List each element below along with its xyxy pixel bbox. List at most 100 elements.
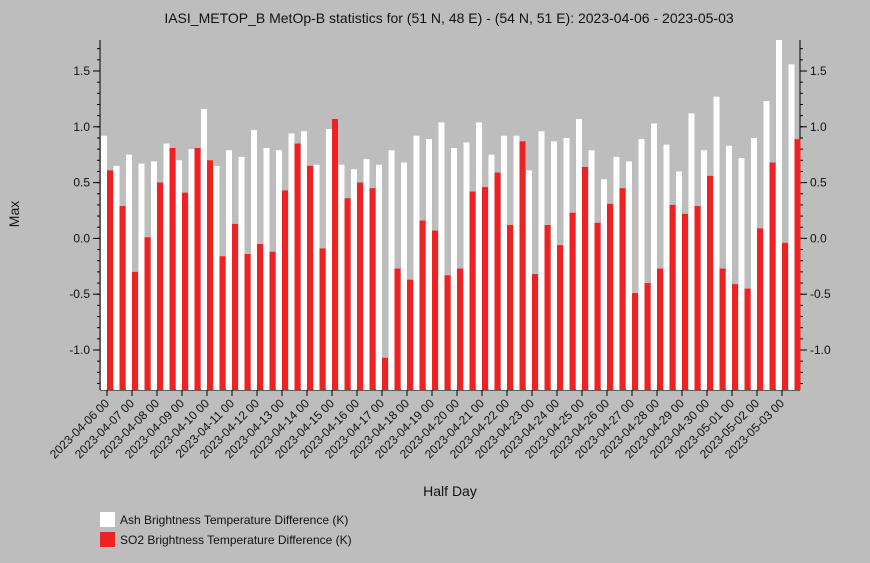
so2-bar <box>294 143 301 390</box>
so2-bar <box>694 206 701 390</box>
so2-bar <box>207 160 213 390</box>
ash-bar <box>301 131 307 390</box>
y-axis-label: Max <box>6 201 22 227</box>
ash-bar <box>476 122 482 390</box>
x-axis-label: Half Day <box>423 483 477 499</box>
y-tick-label-right: -0.5 <box>810 287 831 301</box>
y-tick-label-left: 1.5 <box>73 64 90 78</box>
ash-bar <box>401 162 407 390</box>
ash-bar <box>751 137 757 390</box>
ash-bar <box>326 129 332 391</box>
plot-area: 1.5 1.5 1.0 1.0 0.5 0.5 0.0 0.0 -0.5 -0.5 -1.0 -1.0… <box>47 40 831 461</box>
ash-bar <box>163 143 170 390</box>
so2-bar <box>657 268 663 390</box>
so2-bar <box>444 275 451 390</box>
so2-bar <box>582 166 588 390</box>
so2-bar <box>494 172 501 390</box>
so2-bar <box>219 256 226 390</box>
ash-bar <box>176 160 182 390</box>
y-tick-label-right: -1.0 <box>810 343 831 357</box>
so2-bar <box>182 192 188 390</box>
ash-bar <box>601 179 607 390</box>
ash-bar <box>788 64 795 390</box>
ash-bar <box>376 164 382 390</box>
ash-bar <box>351 169 357 390</box>
so2-bar <box>782 242 788 390</box>
ash-bar <box>576 118 582 390</box>
y-tick-label-left: 0.5 <box>73 176 90 190</box>
y-tick-label-left: 1.0 <box>73 120 90 134</box>
so2-bar <box>407 279 413 390</box>
so2-bar <box>619 188 626 390</box>
ash-bar <box>738 158 745 390</box>
legend-label-so2: SO2 Brightness Temperature Difference (K… <box>120 532 352 547</box>
so2-bar <box>132 271 138 390</box>
so2-bar <box>682 213 688 390</box>
y-tick-label-left: -1.0 <box>69 343 90 357</box>
so2-bar <box>507 225 513 390</box>
ash-bar <box>701 150 707 390</box>
so2-bar <box>594 222 601 390</box>
ash-bar <box>763 101 770 390</box>
so2-bar <box>282 190 288 390</box>
ash-bar <box>413 135 420 390</box>
so2-bar <box>357 182 363 390</box>
ash-bar <box>338 164 345 390</box>
so2-bar <box>107 170 113 390</box>
ash-bar <box>151 161 157 390</box>
ash-bar <box>113 165 120 390</box>
so2-bar <box>257 243 263 390</box>
legend-label-ash: Ash Brightness Temperature Difference (K… <box>120 512 349 527</box>
ash-bar <box>713 96 720 390</box>
chart-title: IASI_METOP_B MetOp-B statistics for (51 … <box>164 10 734 26</box>
ash-bar <box>526 170 532 390</box>
ash-bar <box>251 130 257 390</box>
ash-bar <box>651 123 657 391</box>
ash-bar <box>276 150 282 390</box>
so2-bar <box>607 203 613 390</box>
y-tick-label-right: 1.0 <box>810 120 827 134</box>
ash-bar <box>238 156 245 390</box>
so2-bar <box>669 204 676 390</box>
ash-bar <box>363 159 370 390</box>
so2-bar <box>157 182 163 390</box>
ash-bar <box>188 149 195 390</box>
ash-bar <box>126 154 132 390</box>
ash-bar <box>588 150 595 390</box>
so2-bar <box>719 268 726 390</box>
y-tick-label-right: 1.5 <box>810 64 827 78</box>
ash-bar <box>388 150 395 390</box>
so2-bar <box>232 223 238 390</box>
so2-bar <box>419 220 426 390</box>
so2-bar <box>532 274 538 390</box>
ash-bar <box>451 148 457 390</box>
ash-bar <box>626 161 632 390</box>
ash-bar <box>426 139 432 390</box>
so2-bar <box>544 225 551 390</box>
so2-bar <box>344 198 351 390</box>
ash-bar <box>438 122 445 390</box>
so2-bar <box>519 141 526 390</box>
ash-bar <box>201 108 207 390</box>
so2-bar <box>732 284 738 390</box>
so2-bar <box>632 293 638 390</box>
so2-bar <box>757 228 763 390</box>
so2-bar <box>469 191 476 390</box>
ash-bar <box>101 135 107 390</box>
so2-bar <box>557 245 563 390</box>
ash-bar <box>313 164 320 390</box>
ash-bar <box>776 40 782 390</box>
so2-bar <box>432 230 438 390</box>
so2-bar <box>369 188 376 390</box>
so2-bar <box>169 148 176 390</box>
so2-bar <box>482 187 488 390</box>
so2-bar <box>744 288 751 390</box>
so2-bar <box>119 206 126 390</box>
so2-bar <box>307 165 313 390</box>
y-tick-label-left: -0.5 <box>69 287 90 301</box>
legend-item-so2: SO2 Brightness Temperature Difference (K… <box>100 532 352 547</box>
so2-bar <box>269 251 276 390</box>
so2-bar <box>194 148 201 390</box>
so2-bar <box>794 139 801 390</box>
ash-bar <box>501 135 507 390</box>
